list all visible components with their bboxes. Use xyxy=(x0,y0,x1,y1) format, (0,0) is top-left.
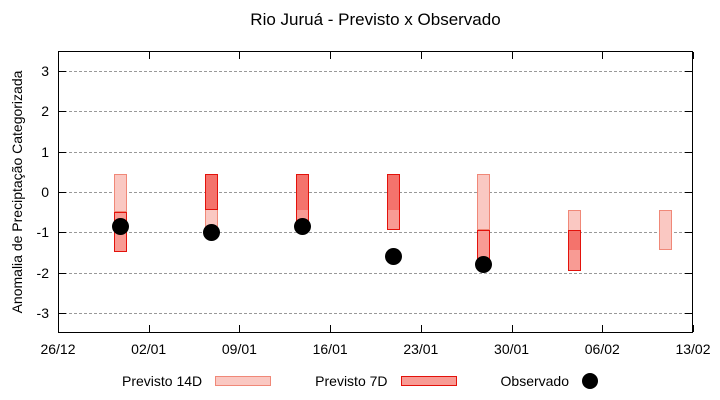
legend-label-previsto-7d: Previsto 7D xyxy=(315,373,388,389)
previsto-7d-bar-outline xyxy=(386,173,400,231)
observado-point xyxy=(475,256,493,273)
previsto-14d-bar xyxy=(477,173,491,231)
gridline xyxy=(59,71,692,73)
previsto-7d-swatch-icon xyxy=(400,376,457,386)
x-axis-tick xyxy=(330,325,332,332)
x-tick-label: 26/12 xyxy=(40,341,76,357)
y-axis-tick xyxy=(685,151,692,153)
x-axis-tick xyxy=(420,52,422,59)
x-tick-label: 09/01 xyxy=(221,341,257,357)
x-axis-tick xyxy=(148,325,150,332)
previsto-14d-swatch-icon xyxy=(215,376,272,386)
gridline xyxy=(59,232,692,234)
forecast-overlap xyxy=(205,173,219,211)
legend: Previsto 14D Previsto 7D Observado xyxy=(0,369,720,393)
x-axis-tick xyxy=(239,52,241,59)
previsto-14d-bar xyxy=(658,210,672,251)
y-axis-tick xyxy=(685,192,692,193)
previsto-7d-bar-outline xyxy=(568,230,582,271)
x-tick-label: 13/02 xyxy=(675,341,711,357)
gridline xyxy=(59,151,692,153)
x-axis-tick xyxy=(693,52,694,59)
gridline xyxy=(59,312,692,314)
observado-point xyxy=(384,247,402,265)
forecast-overlap xyxy=(295,173,309,211)
y-axis-tick xyxy=(59,111,66,113)
y-axis-tick xyxy=(685,232,692,234)
previsto-14d-bar xyxy=(114,173,128,213)
observado-point xyxy=(112,217,130,235)
y-tick-label: -1 xyxy=(36,224,49,241)
chart-title: Rio Juruá - Previsto x Observado xyxy=(250,10,501,29)
y-tick-label: 0 xyxy=(41,184,49,200)
x-axis-tick xyxy=(602,325,604,332)
legend-item-previsto-7d: Previsto 7D xyxy=(315,373,457,389)
y-axis-tick xyxy=(685,272,692,274)
y-axis-tick xyxy=(59,192,66,193)
previsto-7d-bar-fill xyxy=(477,230,491,261)
y-tick-label: -2 xyxy=(36,264,49,281)
previsto-7d-bar-outline xyxy=(205,173,219,211)
y-axis-tick xyxy=(59,232,66,234)
x-tick-label: 16/01 xyxy=(312,341,348,357)
x-tick-label: 30/01 xyxy=(494,341,530,357)
y-axis-tick xyxy=(685,71,692,73)
legend-item-observado: Observado xyxy=(501,373,598,389)
y-axis-tick xyxy=(685,312,692,314)
y-axis-tick xyxy=(59,312,66,314)
x-axis-tick xyxy=(511,325,513,332)
legend-item-previsto-14d: Previsto 14D xyxy=(122,373,272,389)
gridline xyxy=(59,272,692,274)
y-axis-tick xyxy=(59,71,66,73)
x-axis-tick xyxy=(511,52,513,59)
gridline xyxy=(59,111,692,113)
x-tick-label: 23/01 xyxy=(403,341,439,357)
y-tick-label: -3 xyxy=(36,304,49,321)
x-axis-tick xyxy=(148,52,150,59)
legend-label-previsto-14d: Previsto 14D xyxy=(122,373,203,389)
x-axis-tick xyxy=(602,52,604,59)
gridline xyxy=(59,192,692,193)
legend-label-observado: Observado xyxy=(500,373,569,389)
y-tick-label: 1 xyxy=(41,143,49,160)
observado-point xyxy=(293,217,311,235)
y-tick-label: 3 xyxy=(41,63,49,80)
forecast-overlap xyxy=(386,173,400,211)
x-tick-label: 06/02 xyxy=(584,341,620,357)
observado-swatch-icon xyxy=(582,373,598,389)
x-axis-tick xyxy=(420,325,422,332)
y-axis-tick xyxy=(59,272,66,274)
x-axis-tick xyxy=(239,325,241,332)
x-tick-label: 02/01 xyxy=(131,341,167,357)
plot-frame xyxy=(58,51,693,333)
y-axis-tick xyxy=(59,151,66,153)
observado-point xyxy=(203,223,221,241)
y-tick-label: 2 xyxy=(41,103,49,120)
x-axis-tick xyxy=(693,325,694,332)
forecast-overlap xyxy=(568,230,582,251)
x-axis-tick xyxy=(330,52,332,59)
y-axis-tick xyxy=(685,111,692,113)
